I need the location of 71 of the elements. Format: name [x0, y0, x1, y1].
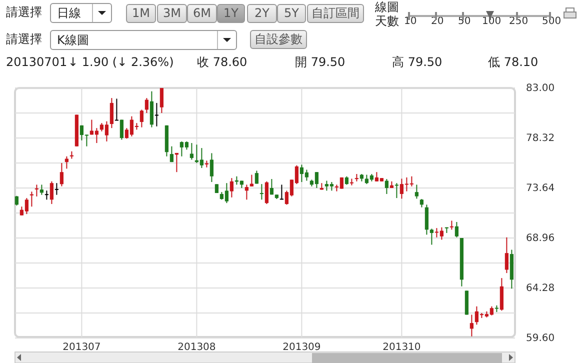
candlestick [144, 98, 148, 114]
candlestick [120, 119, 124, 140]
text: 高 79.50 [392, 55, 442, 69]
candlestick [430, 228, 434, 246]
candlestick [350, 178, 354, 186]
candlestick [140, 109, 144, 128]
y-tick-label: 73.64 [526, 183, 555, 194]
button: 自訂區間 [307, 4, 364, 23]
candlestick [470, 314, 474, 337]
candlestick [270, 178, 274, 196]
text: 50 [458, 16, 471, 27]
candlestick [210, 152, 214, 183]
text: 天數 [375, 14, 399, 28]
candlestick [14, 195, 18, 206]
candlestick [190, 142, 194, 160]
text: 收 78.60 [197, 55, 248, 69]
candlestick [260, 184, 264, 200]
candlestick [244, 184, 248, 200]
candlestick [154, 102, 158, 127]
candlestick [354, 174, 358, 182]
text: 低 78.10 [488, 55, 538, 69]
button: 1Y [217, 4, 245, 23]
candlestick [384, 178, 388, 194]
candlestick [414, 184, 418, 200]
x-tick-label: 201307 [62, 342, 101, 354]
candlestick [254, 170, 258, 184]
candlestick [60, 162, 64, 187]
text: 請選擇 [6, 32, 42, 46]
dropdown: K線圖 [50, 30, 237, 50]
y-tick-label: 68.96 [526, 233, 555, 244]
x-tick-label: 201310 [382, 342, 421, 354]
candlestick [40, 184, 44, 196]
candlestick [50, 180, 54, 205]
x-tick-label: 201309 [282, 342, 321, 354]
candlestick [230, 178, 234, 198]
y-tick-label: 78.32 [526, 133, 555, 144]
y-tick-label: 59.60 [526, 333, 555, 344]
x-tick-label: 201308 [178, 342, 216, 354]
candlestick [64, 156, 68, 170]
button: 5Y [277, 4, 306, 23]
button: 2Y [247, 4, 277, 23]
text: 10 [404, 16, 417, 27]
candlestick [34, 184, 38, 197]
candlestick [30, 191, 34, 208]
candlestick [114, 98, 118, 121]
text: 請選擇 [6, 5, 42, 19]
candlestick [160, 88, 164, 114]
candlestick [250, 174, 254, 187]
candlestick [394, 182, 398, 199]
text: ↓ 1.90 (↓ 2.36%) [68, 55, 174, 69]
candlestick [500, 278, 504, 312]
button: 1M [126, 4, 156, 23]
text: 線圖 [375, 0, 399, 14]
candlestick [150, 90, 154, 128]
candlestick [170, 146, 174, 163]
candlestick [44, 190, 48, 200]
candlestick [54, 182, 58, 196]
button: 6M [187, 4, 217, 23]
text: 20130701 [6, 55, 68, 69]
dropdown: 日線 [50, 3, 112, 23]
text: 開 79.50 [295, 55, 346, 69]
candlestick [280, 184, 284, 200]
y-tick-label: 83.00 [526, 83, 555, 94]
button: 3M [157, 4, 187, 23]
candlestick [504, 236, 508, 274]
candlestick [424, 204, 428, 236]
button: 自設參數 [250, 30, 307, 49]
candlestick [264, 180, 268, 205]
candlestick [454, 221, 458, 238]
candlestick [110, 98, 114, 129]
y-tick-label: 64.28 [526, 283, 555, 294]
